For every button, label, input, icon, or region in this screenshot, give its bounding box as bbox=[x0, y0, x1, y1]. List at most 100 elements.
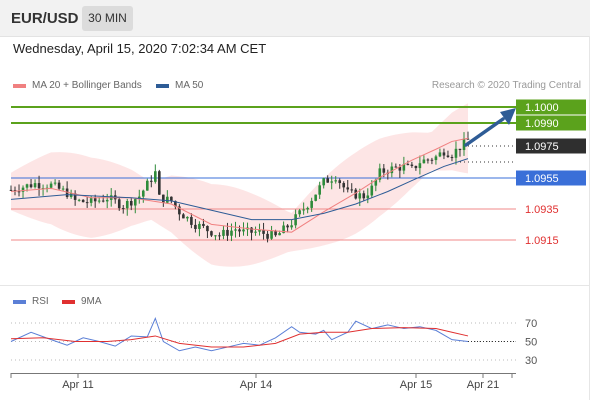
candle-body bbox=[65, 188, 69, 198]
ma20-swatch bbox=[13, 83, 26, 88]
candle-body bbox=[258, 229, 261, 232]
candle-body bbox=[466, 138, 470, 140]
candle-body bbox=[57, 182, 61, 189]
ma20-line bbox=[10, 137, 469, 233]
candle-body bbox=[37, 183, 41, 189]
legend-ma50: MA 50 bbox=[156, 80, 203, 91]
candle-body bbox=[394, 166, 398, 168]
candle-body bbox=[61, 188, 65, 190]
candle-body bbox=[97, 200, 101, 202]
candle-body bbox=[450, 157, 454, 159]
time-label: Apr 11 bbox=[62, 379, 94, 391]
candle-body bbox=[141, 190, 145, 197]
candle-body bbox=[346, 187, 350, 190]
candle-body bbox=[150, 180, 153, 182]
candle-body bbox=[81, 199, 85, 203]
candle-body bbox=[274, 231, 277, 236]
candle-body bbox=[125, 201, 129, 209]
candle-body bbox=[262, 229, 265, 234]
candle-body bbox=[202, 223, 205, 226]
candle-body bbox=[218, 235, 221, 237]
candle-body bbox=[286, 225, 289, 228]
candle-body bbox=[53, 182, 57, 184]
level-label-1-0915: 1.0915 bbox=[525, 235, 559, 247]
level-box-1-0990 bbox=[516, 115, 586, 131]
candle-body bbox=[73, 193, 77, 200]
candle-body bbox=[370, 185, 374, 196]
candle-body bbox=[270, 231, 273, 239]
candle-body bbox=[133, 199, 137, 206]
candle-body bbox=[330, 181, 334, 183]
candle-body bbox=[230, 230, 233, 236]
candle-body bbox=[398, 166, 402, 171]
candle-body bbox=[242, 229, 245, 232]
time-label: Apr 15 bbox=[400, 379, 432, 391]
time-label: Apr 21 bbox=[467, 379, 499, 391]
candle-body bbox=[410, 164, 414, 166]
candle-body bbox=[414, 165, 418, 169]
candle-body bbox=[198, 223, 201, 229]
level-label-1-0955: 1.0955 bbox=[525, 173, 559, 185]
candle-body bbox=[322, 178, 325, 186]
ma50-label: MA 50 bbox=[175, 80, 204, 91]
rsi-label: RSI bbox=[32, 296, 49, 307]
candle-body bbox=[278, 233, 281, 236]
credit-text: Research © 2020 Trading Central bbox=[431, 80, 581, 91]
ma9-label: 9MA bbox=[81, 296, 102, 307]
candle-body bbox=[366, 195, 370, 199]
candle-body bbox=[326, 178, 329, 183]
candle-body bbox=[17, 191, 21, 193]
candle-body bbox=[89, 198, 93, 203]
candle-body bbox=[25, 184, 29, 188]
ma50-swatch bbox=[156, 83, 169, 88]
level-box-1-0955 bbox=[516, 170, 586, 186]
timeframe-button[interactable]: 30 MIN bbox=[82, 6, 133, 31]
top-bar: EUR/USD 30 MIN bbox=[0, 0, 590, 37]
candle-body bbox=[430, 159, 434, 161]
candle-body bbox=[154, 171, 157, 182]
candle-body bbox=[446, 155, 450, 158]
time-label: Apr 14 bbox=[240, 379, 272, 391]
level-box-1-0975 bbox=[516, 138, 586, 154]
candle-body bbox=[158, 171, 161, 195]
candle-body bbox=[250, 227, 253, 233]
level-label-1-0990: 1.0990 bbox=[525, 118, 559, 130]
candle-body bbox=[318, 185, 321, 195]
symbol-title: EUR/USD bbox=[11, 10, 79, 27]
candle-body bbox=[9, 189, 13, 191]
candle-body bbox=[117, 199, 121, 209]
candle-body bbox=[77, 199, 81, 201]
candle-body bbox=[13, 190, 17, 192]
chart-datetime: Wednesday, April 15, 2020 7:02:34 AM CET bbox=[13, 41, 267, 56]
candle-body bbox=[190, 216, 193, 225]
candle-body bbox=[222, 229, 225, 236]
candle-body bbox=[350, 189, 354, 191]
candle-body bbox=[238, 229, 241, 232]
candle-body bbox=[206, 225, 209, 232]
candle-body bbox=[390, 166, 394, 174]
candle-body bbox=[358, 193, 362, 199]
candle-body bbox=[362, 193, 366, 199]
candle-body bbox=[49, 183, 53, 188]
bollinger-band bbox=[11, 103, 468, 267]
candle-body bbox=[194, 224, 197, 229]
candle-body bbox=[254, 231, 257, 233]
candle-body bbox=[458, 148, 462, 151]
candle-body bbox=[310, 200, 313, 208]
candle-body bbox=[290, 225, 293, 228]
forecast-arrow-shaft bbox=[464, 117, 505, 147]
candle-body bbox=[422, 159, 426, 164]
candle-body bbox=[21, 187, 25, 192]
candle-body bbox=[354, 189, 358, 199]
legend-ma20: MA 20 + Bollinger Bands bbox=[13, 80, 142, 91]
level-label-1-1000: 1.1000 bbox=[525, 102, 559, 114]
candle-body bbox=[85, 202, 89, 204]
candle-body bbox=[338, 180, 342, 184]
level-label-1-0935: 1.0935 bbox=[525, 204, 559, 216]
candle-body bbox=[454, 148, 458, 158]
candle-body bbox=[442, 152, 446, 156]
candle-body bbox=[402, 164, 406, 171]
candle-body bbox=[178, 206, 181, 215]
candle-body bbox=[210, 231, 213, 236]
